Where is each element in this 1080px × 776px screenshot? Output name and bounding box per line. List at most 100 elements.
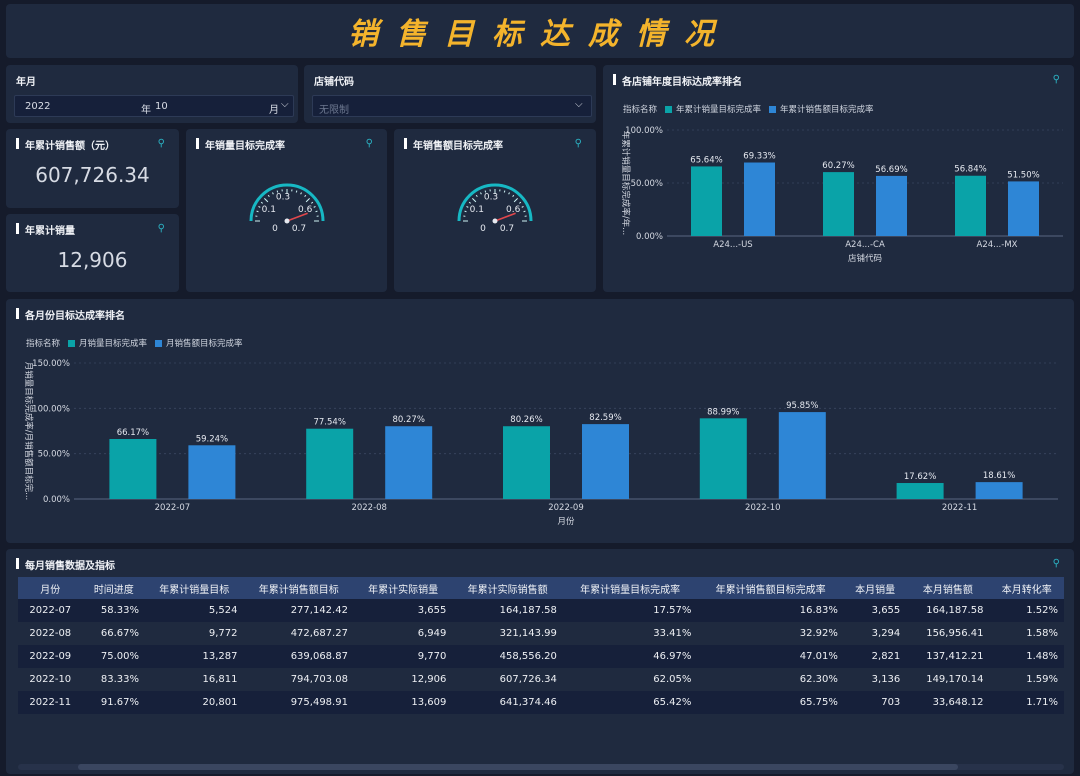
data-label: 77.54% [313,418,345,428]
legend-series-2: 月销售额目标完成率 [166,339,243,349]
data-label: 18.61% [983,471,1015,481]
table-header-row: 月份 时间进度 年累计销量目标 年累计销售额目标 年累计实际销量 年累计实际销售额 年累计销… [18,577,1064,599]
gauge-tick [313,206,316,208]
gauge-tick [508,192,510,195]
table-cell: 975,498.91 [243,691,354,714]
store-chart-title: 各店铺年度目标达成率排名 [613,73,742,88]
store-select[interactable]: 无限制 ⌵ [312,95,592,117]
gauge-tick-label: 0.6 [506,205,521,215]
store-chart-legend: 指标名称 年累计销量目标完成率 年累计销售额目标完成率 [623,103,874,115]
filter-export-icon[interactable]: ⚲ [574,138,582,149]
table-cell: 2022-11 [18,691,83,714]
x-tick-label: 2022-08 [351,503,387,513]
table-cell: 458,556.20 [452,645,563,668]
data-label: 60.27% [822,161,854,171]
gauge-tick-label: 0.7 [292,224,306,234]
table-cell: 5,524 [145,599,244,622]
gauge-tick [310,201,314,204]
store-bar-chart: 0.00% 50.00% 100.00% 65.64% 69.33% A24...-US 6… [620,126,1063,264]
filter-export-icon[interactable]: ⚲ [157,223,165,234]
gauge-tick [512,194,515,198]
gauge-amount-label: 年销售额目标完成率 [404,137,503,152]
table-cell: 3,294 [843,622,907,645]
table-cell: 277,142.42 [243,599,354,622]
table-row[interactable]: 2022-08 66.67% 9,772 472,687.27 6,949 321,143… [18,622,1064,645]
gauge-qty-label: 年销量目标完成率 [196,137,285,152]
legend-title: 指标名称 [623,105,658,115]
year-month-select[interactable]: 2022 年 10 月 ⌵ [14,95,294,117]
table-cell: 641,374.46 [452,691,563,714]
table-cell: 46.97% [562,645,698,668]
kpi-ytd-sales-amount-value: 607,726.34 [35,163,150,187]
legend-swatch-teal [68,339,76,347]
column-header[interactable]: 年累计销售额目标 [243,577,354,599]
y-axis-title: 月销量目标完成率/月销售额目标完... [23,362,34,500]
column-header[interactable]: 年累计销量目标完成率 [562,577,698,599]
month-value: 10 [155,101,168,112]
column-header[interactable]: 时间进度 [82,577,146,599]
gauge-tick [315,210,318,213]
table-row[interactable]: 2022-07 58.33% 5,524 277,142.42 3,655 164,187… [18,599,1064,622]
filter-export-icon[interactable]: ⚲ [365,138,373,149]
table-cell: 9,770 [353,645,453,668]
y-axis-title: 年累计销量目标完成率/年... [620,131,631,235]
column-header[interactable]: 本月转化率 [989,577,1064,599]
x-tick-label: 2022-09 [548,503,584,513]
title-banner: 销售目标达成情况 [6,4,1074,58]
table-cell: 149,170.14 [906,668,990,691]
table-cell: 58.33% [82,599,146,622]
bar [955,175,986,236]
x-tick-label: A24...-US [713,240,752,250]
gauge-tick [521,206,524,208]
gauge-tick-label: 0.7 [500,224,514,234]
filter-export-icon[interactable]: ⚲ [1052,74,1060,85]
gauge-needle [286,212,308,222]
y-tick-label: 50.00% [631,179,663,189]
table-cell: 1.58% [989,622,1064,645]
column-header[interactable]: 月份 [18,577,83,599]
table-cell: 16,811 [145,668,244,691]
table-cell: 65.42% [562,691,698,714]
legend-swatch-blue [155,339,163,347]
data-label: 56.69% [875,165,907,175]
table-row[interactable]: 2022-11 91.67% 20,801 975,498.91 13,609 641,3… [18,691,1064,714]
column-header[interactable]: 年累计实际销量 [353,577,453,599]
table-cell: 62.30% [697,668,844,691]
table-cell: 2022-07 [18,599,83,622]
column-header[interactable]: 本月销售额 [906,577,990,599]
bar [188,445,236,499]
bar [385,426,433,499]
year-value: 2022 [25,101,51,112]
bar [744,162,775,236]
y-tick-label: 100.00% [32,404,70,414]
store-chart-panel: 各店铺年度目标达成率排名 ⚲ 指标名称 年累计销量目标完成率 年累计销售额目标完… [603,65,1074,292]
filter-export-icon[interactable]: ⚲ [157,138,165,149]
gauge-tick [260,201,264,204]
column-header[interactable]: 年累计销量目标 [145,577,244,599]
table-cell: 3,655 [843,599,907,622]
month-bar-chart: 0.00% 50.00% 100.00% 150.00% 66.17% 59.24% 202… [23,359,1058,527]
table-row[interactable]: 2022-10 83.33% 16,811 794,703.08 12,906 607,7… [18,668,1064,691]
filter-year-month-label: 年月 [16,77,36,88]
gauge-qty: 0 0.10.3 0.6 0.7 [249,183,325,234]
gauge-tick [295,190,298,193]
horizontal-scrollbar[interactable] [18,764,1064,770]
column-header[interactable]: 本月销量 [843,577,907,599]
gauge-tick [518,201,522,204]
x-tick-label: A24...-CA [845,240,885,250]
gauge-tick [464,210,467,213]
scrollbar-thumb[interactable] [78,764,958,770]
table-row[interactable]: 2022-09 75.00% 13,287 639,068.87 9,770 458,55… [18,645,1064,668]
table-cell: 65.75% [697,691,844,714]
data-label: 65.64% [690,155,722,165]
column-header[interactable]: 年累计实际销售额 [452,577,563,599]
gauge-needle-hub [284,218,290,224]
table-cell: 1.48% [989,645,1064,668]
legend-title: 指标名称 [26,339,61,349]
filter-export-icon[interactable]: ⚲ [1052,558,1060,569]
filter-year-month: 年月 2022 年 10 月 ⌵ [6,65,298,123]
column-header[interactable]: 年累计销售额目标完成率 [697,577,844,599]
x-tick-label: 2022-07 [155,503,191,513]
data-label: 66.17% [117,428,149,438]
legend-series-1: 年累计销量目标完成率 [676,105,762,115]
